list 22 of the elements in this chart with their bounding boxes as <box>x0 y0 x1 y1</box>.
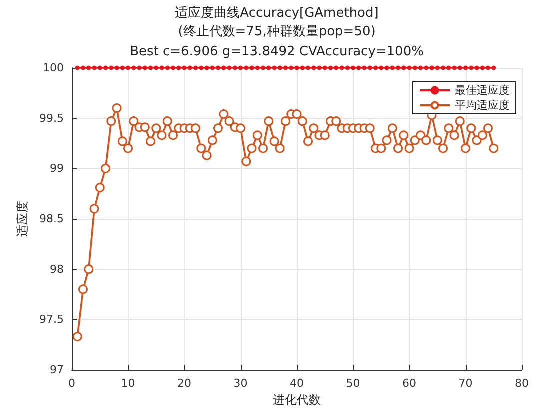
y-tick-label: 99 <box>50 162 64 176</box>
x-tick-label: 60 <box>402 377 416 390</box>
y-tick-label: 99.5 <box>40 112 64 125</box>
x-tick-label: 30 <box>234 377 248 390</box>
x-tick-label: 10 <box>121 377 136 390</box>
legend-label: 最佳适应度 <box>455 84 510 97</box>
x-axis-title: 进化代数 <box>273 393 321 407</box>
y-axis-title: 适应度 <box>16 201 30 237</box>
x-tick-label: 40 <box>290 377 304 390</box>
y-tick-label: 98 <box>50 262 64 276</box>
y-tick-label: 97 <box>50 364 64 376</box>
x-tick-label: 20 <box>178 377 192 390</box>
y-tick-label: 100 <box>43 62 64 74</box>
y-tick-label: 98.5 <box>40 212 64 226</box>
chart-subtitle: (终止代数=75,种群数量pop=50) Best c=6.906 g=13.8492 CVAccuracy=100% <box>130 24 424 60</box>
x-tick-label: 50 <box>346 377 360 390</box>
x-tick-label: 0 <box>68 377 76 390</box>
x-tick-label: 70 <box>458 377 473 390</box>
chart-title: 适应度曲线Accuracy[GAmethod] <box>175 5 379 21</box>
y-tick-label: 97.5 <box>40 313 64 326</box>
x-tick-label: 80 <box>515 377 529 390</box>
legend-label: 平均适应度 <box>455 99 510 112</box>
